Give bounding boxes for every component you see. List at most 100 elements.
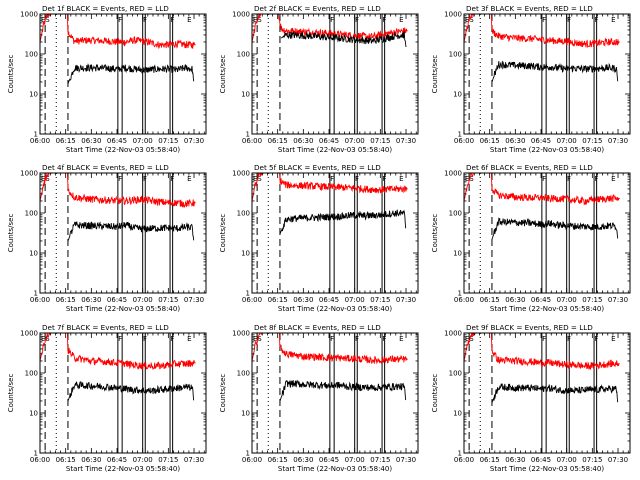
plot-frame: [251, 13, 419, 135]
x-axis-label: Start Time (22-Nov-03 05:58:40): [490, 465, 604, 473]
marker-label: F: [330, 335, 334, 343]
marker-label: ES: [41, 16, 50, 24]
y-axis: 1 10 100 1000: [20, 11, 206, 139]
x-tick-label: 06:15: [268, 456, 288, 464]
x-tick-label: 07:00: [557, 296, 577, 304]
lld-series-line: [464, 333, 620, 371]
x-tick-label: 06:45: [107, 296, 127, 304]
lld-series-line: [40, 173, 196, 209]
plot-frame: [463, 172, 631, 294]
y-tick-label: 1000: [232, 170, 250, 178]
x-tick-label: 07:00: [133, 296, 153, 304]
time-markers: [468, 14, 598, 134]
y-tick-label: 1000: [20, 170, 38, 178]
panel-title: Det 8f BLACK = Events, RED = LLD: [254, 323, 381, 332]
marker-label: F: [170, 175, 174, 183]
events-series-line: [491, 383, 619, 403]
y-axis: 1 10 100 1000: [232, 11, 418, 139]
y-tick-label: 1: [246, 131, 250, 139]
marker-label: F: [567, 16, 571, 24]
lld-series-line: [464, 173, 620, 206]
series-group: [252, 173, 408, 235]
x-axis-label: Start Time (22-Nov-03 05:58:40): [490, 146, 604, 154]
x-tick-label: 06:15: [480, 456, 500, 464]
marker-label: F: [355, 335, 359, 343]
marker-label: E: [399, 175, 403, 183]
x-axis: 06:00 06:15 06:30 06:45 07:00 07:15 07:30: [30, 333, 205, 464]
x-tick-label: 06:30: [81, 296, 101, 304]
x-axis: 06:00 06:15 06:30 06:45 07:00 07:15 07:30: [30, 173, 205, 304]
y-axis-label: Counts/sec: [7, 214, 15, 253]
y-tick-label: 1000: [444, 170, 462, 178]
y-tick-label: 10: [453, 250, 462, 258]
x-tick-label: 07:15: [158, 137, 178, 145]
y-axis: 1 10 100 1000: [232, 330, 418, 458]
x-tick-label: 07:15: [582, 137, 602, 145]
panel-title: Det 2f BLACK = Events, RED = LLD: [254, 4, 381, 13]
plot-frame: [39, 13, 207, 135]
marker-label: F: [542, 335, 546, 343]
panel-title: Det 6f BLACK = Events, RED = LLD: [466, 163, 593, 172]
x-tick-label: 06:00: [242, 296, 262, 304]
series-group: [464, 173, 620, 240]
marker-label: F: [594, 335, 598, 343]
time-markers: [468, 173, 598, 293]
y-tick-label: 1000: [444, 330, 462, 338]
marker-label: F: [567, 175, 571, 183]
marker-label: F: [118, 335, 122, 343]
x-tick-label: 06:00: [30, 456, 50, 464]
x-tick-label: 07:30: [184, 456, 204, 464]
x-tick-label: 06:30: [505, 456, 525, 464]
y-axis: 1 10 100 1000: [444, 11, 630, 139]
marker-label: F: [594, 16, 598, 24]
x-tick-label: 06:00: [454, 296, 474, 304]
y-tick-label: 10: [241, 91, 250, 99]
x-tick-label: 07:15: [370, 137, 390, 145]
x-tick-label: 07:00: [557, 456, 577, 464]
x-tick-label: 06:30: [505, 296, 525, 304]
x-tick-label: 06:00: [242, 456, 262, 464]
series-group: [40, 173, 196, 242]
y-tick-label: 100: [25, 210, 38, 218]
x-axis-label: Start Time (22-Nov-03 05:58:40): [490, 305, 604, 313]
marker-label: F: [542, 175, 546, 183]
y-tick-label: 1000: [20, 11, 38, 19]
x-tick-label: 06:00: [454, 137, 474, 145]
time-markers: [468, 333, 598, 453]
y-tick-label: 10: [453, 410, 462, 418]
x-tick-label: 07:30: [608, 296, 628, 304]
marker-label: E: [187, 16, 191, 24]
y-tick-label: 1: [458, 290, 462, 298]
x-axis-label: Start Time (22-Nov-03 05:58:40): [278, 146, 392, 154]
marker-label: F: [143, 16, 147, 24]
marker-label: E: [399, 335, 403, 343]
series-group: [464, 14, 620, 83]
x-tick-label: 06:30: [505, 137, 525, 145]
marker-label: E: [187, 335, 191, 343]
y-tick-label: 1000: [232, 11, 250, 19]
y-axis-label: Counts/sec: [7, 374, 15, 413]
x-tick-label: 06:45: [531, 296, 551, 304]
x-axis-label: Start Time (22-Nov-03 05:58:40): [66, 146, 180, 154]
marker-label: F: [143, 335, 147, 343]
marker-label: F: [382, 16, 386, 24]
events-series-line: [67, 63, 195, 84]
x-tick-label: 07:00: [557, 137, 577, 145]
plot-frame: [463, 13, 631, 135]
marker-label: E: [611, 16, 615, 24]
x-tick-label: 07:30: [184, 137, 204, 145]
marker-label: E: [611, 335, 615, 343]
lld-series-line: [464, 14, 620, 49]
x-tick-label: 07:00: [345, 296, 365, 304]
marker-label: F: [170, 335, 174, 343]
x-tick-label: 07:15: [582, 456, 602, 464]
x-tick-label: 07:00: [345, 137, 365, 145]
events-series-line: [491, 217, 619, 240]
plot-frame: [251, 172, 419, 294]
x-tick-label: 07:30: [396, 296, 416, 304]
y-axis-label: Counts/sec: [431, 374, 439, 413]
